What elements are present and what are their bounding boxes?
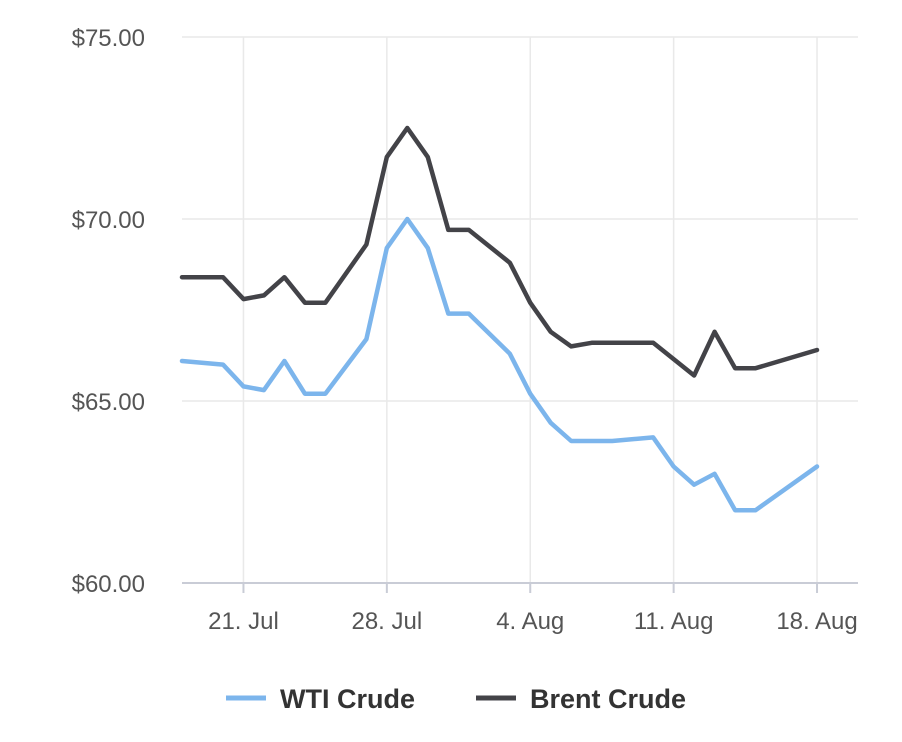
y-tick-label: $70.00 (72, 207, 145, 234)
legend: WTI Crude Brent Crude (226, 684, 686, 714)
series-line-wti-crude[interactable] (179, 216, 820, 513)
x-tick-label: 21. Jul (208, 608, 279, 635)
x-axis: 21. Jul 28. Jul 4. Aug 11. Aug 18. Aug (182, 582, 858, 635)
x-tick-label: 18. Aug (776, 608, 857, 635)
y-tick-label: $75.00 (72, 25, 145, 52)
legend-label: WTI Crude (280, 684, 415, 714)
legend-item-brent-crude[interactable]: Brent Crude (476, 684, 686, 714)
series-line-brent-crude[interactable] (179, 125, 820, 378)
y-tick-label: $60.00 (72, 571, 145, 598)
x-tick-label: 4. Aug (496, 608, 564, 635)
y-tick-label: $65.00 (72, 389, 145, 416)
x-tick-label: 11. Aug (634, 608, 714, 635)
y-axis: $75.00 $70.00 $65.00 $60.00 (72, 25, 145, 598)
grid (182, 36, 858, 583)
legend-item-wti-crude[interactable]: WTI Crude (226, 684, 415, 714)
legend-label: Brent Crude (530, 684, 686, 714)
series-area (179, 125, 820, 513)
x-tick-label: 28. Jul (351, 608, 422, 635)
